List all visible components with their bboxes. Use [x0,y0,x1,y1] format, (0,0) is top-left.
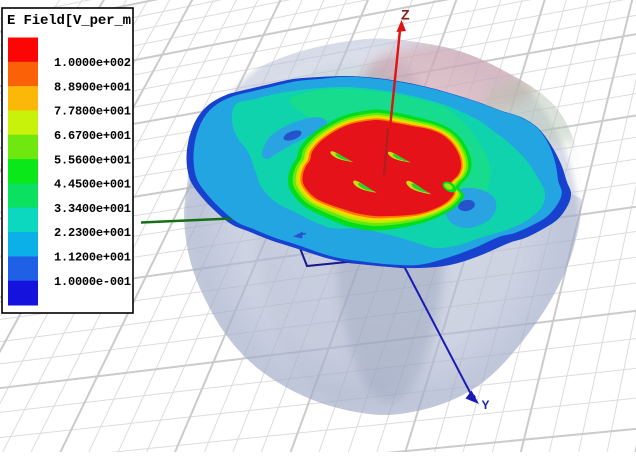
svg-text:5.5600e+001: 5.5600e+001 [54,153,131,167]
svg-text:2.2300e+001: 2.2300e+001 [54,226,131,240]
svg-text:6.6700e+001: 6.6700e+001 [54,129,131,143]
svg-text:Z: Z [401,7,410,23]
svg-text:E Field[V_per_m: E Field[V_per_m [7,13,131,29]
svg-text:4.4500e+001: 4.4500e+001 [54,178,131,192]
svg-text:1.0000e+002: 1.0000e+002 [54,56,131,70]
svg-text:1.0000e-001: 1.0000e-001 [54,275,131,289]
svg-text:7.7800e+001: 7.7800e+001 [54,105,131,119]
svg-text:Y: Y [482,398,490,412]
svg-text:8.8900e+001: 8.8900e+001 [54,80,131,94]
svg-text:3.3400e+001: 3.3400e+001 [54,202,131,216]
svg-text:1.1200e+001: 1.1200e+001 [54,251,131,265]
